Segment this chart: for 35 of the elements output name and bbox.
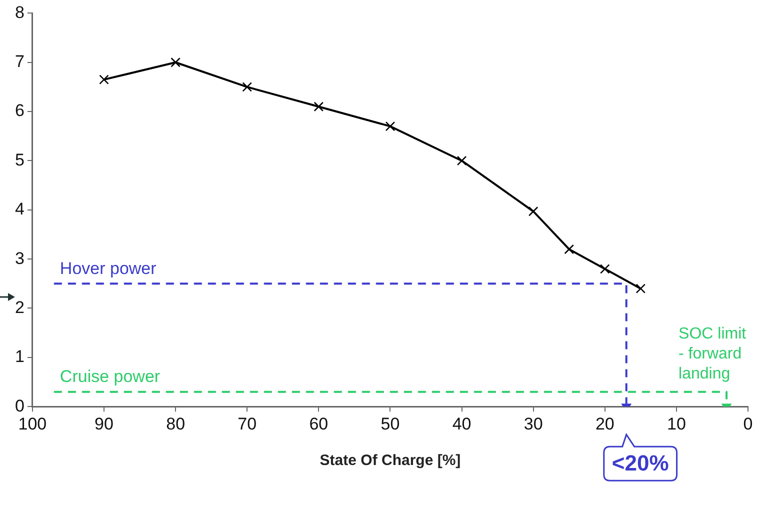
y-tick-label: 8 bbox=[14, 2, 24, 22]
x-tick-label: 0 bbox=[743, 414, 753, 434]
y-tick-label: 3 bbox=[14, 248, 24, 268]
y-tick-label: 2 bbox=[14, 298, 24, 317]
y-tick-label: 0 bbox=[14, 396, 24, 416]
point bbox=[99, 74, 109, 84]
y-tick-label: 4 bbox=[14, 200, 24, 219]
x-tick-label: 30 bbox=[524, 414, 543, 434]
x-tick-label: 60 bbox=[309, 414, 328, 434]
x-tick-label: 50 bbox=[380, 414, 400, 434]
x-tick-label: 20 bbox=[595, 414, 614, 434]
point bbox=[456, 156, 467, 166]
x-tick-label: 90 bbox=[94, 414, 114, 434]
series-label: Hover power bbox=[60, 258, 157, 278]
point bbox=[314, 102, 324, 112]
y-tick-label: 1 bbox=[14, 347, 24, 366]
y-tick-label: 7 bbox=[14, 52, 24, 72]
point bbox=[564, 244, 574, 254]
x-tick-label: 10 bbox=[666, 414, 686, 434]
y-tick-label: 6 bbox=[14, 101, 24, 120]
point bbox=[528, 206, 538, 216]
point bbox=[170, 57, 180, 68]
x-tick-label: 70 bbox=[238, 414, 257, 434]
y-tick-label: 5 bbox=[14, 150, 24, 170]
point bbox=[385, 121, 396, 132]
annotation: <20% bbox=[612, 450, 669, 476]
series-label: Cruise power bbox=[60, 367, 160, 386]
point bbox=[636, 284, 646, 294]
point bbox=[242, 82, 252, 92]
x-tick-label: 40 bbox=[452, 414, 472, 434]
annotation: SOC limit - forward landing bbox=[678, 325, 747, 382]
point bbox=[600, 264, 610, 274]
x-axis-title: State Of Charge [%] bbox=[320, 452, 461, 470]
x-tick-label: 100 bbox=[18, 414, 47, 434]
x-tick-label: 80 bbox=[166, 414, 186, 434]
